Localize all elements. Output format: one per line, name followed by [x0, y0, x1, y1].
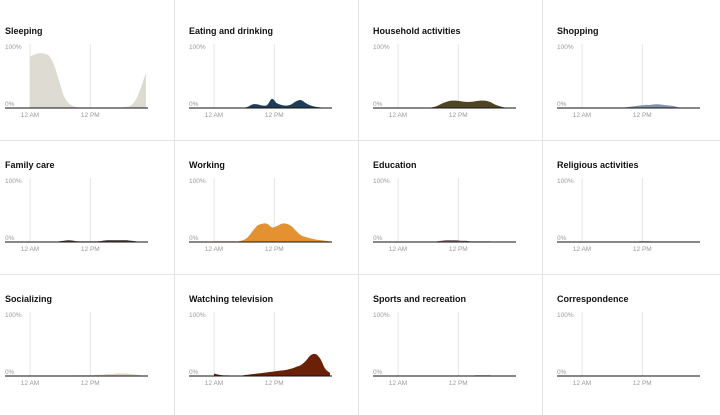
chart-title: Watching television [189, 294, 274, 304]
chart-panel: Education 100% 0% 12 AM 12 PM [368, 160, 536, 278]
chart-title: Household activities [373, 26, 461, 36]
column-divider [174, 0, 175, 415]
area-series [398, 100, 514, 108]
y-tick-label: 0% [5, 369, 15, 376]
area-chart: 100% 0% 12 AM 12 PM [189, 178, 332, 253]
x-tick-label: 12 AM [205, 112, 223, 119]
x-tick-label: 12 PM [265, 112, 284, 119]
row-divider [0, 274, 720, 275]
chart-panel: Household activities 100% 0% 12 AM 12 PM [368, 26, 536, 144]
chart-panel: Eating and drinking 100% 0% 12 AM 12 PM [184, 26, 352, 144]
area-series [30, 373, 146, 376]
chart-panel: Shopping 100% 0% 12 AM 12 PM [552, 26, 720, 144]
y-tick-label: 0% [557, 101, 567, 108]
chart-panel: Religious activities 100% 0% 12 AM 12 PM [552, 160, 720, 278]
column-divider [542, 0, 543, 415]
x-tick-label: 12 PM [633, 112, 652, 119]
y-tick-label: 0% [189, 235, 199, 242]
y-tick-label: 0% [5, 235, 15, 242]
x-tick-label: 12 AM [21, 380, 39, 387]
area-chart: 100% 0% 12 AM 12 PM [557, 44, 700, 119]
x-tick-label: 12 AM [573, 112, 591, 119]
x-tick-label: 12 PM [449, 246, 468, 253]
area-chart: 100% 0% 12 AM 12 PM [373, 44, 516, 119]
area-chart: 100% 0% 12 AM 12 PM [5, 178, 148, 253]
y-tick-label: 100% [5, 178, 22, 185]
area-chart: 100% 0% 12 AM 12 PM [189, 44, 332, 119]
y-tick-label: 100% [189, 44, 206, 51]
area-chart: 100% 0% 12 AM 12 PM [557, 312, 700, 387]
x-tick-label: 12 AM [205, 380, 223, 387]
x-tick-label: 12 AM [389, 246, 407, 253]
x-tick-label: 12 AM [573, 246, 591, 253]
chart-title: Socializing [5, 294, 53, 304]
y-tick-label: 0% [5, 101, 15, 108]
y-tick-label: 0% [557, 235, 567, 242]
y-tick-label: 100% [5, 44, 22, 51]
y-tick-label: 100% [189, 312, 206, 319]
x-tick-label: 12 PM [265, 246, 284, 253]
area-series [214, 98, 330, 108]
chart-title: Correspondence [557, 294, 629, 304]
x-tick-label: 12 PM [265, 380, 284, 387]
y-tick-label: 100% [373, 312, 390, 319]
x-tick-label: 12 PM [81, 380, 100, 387]
area-series [214, 353, 330, 376]
area-chart: 100% 0% 12 AM 12 PM [5, 312, 148, 387]
row-divider [0, 140, 720, 141]
area-chart: 100% 0% 12 AM 12 PM [373, 178, 516, 253]
y-tick-label: 100% [557, 312, 574, 319]
y-tick-label: 0% [373, 369, 383, 376]
x-tick-label: 12 PM [449, 112, 468, 119]
y-tick-label: 0% [189, 369, 199, 376]
x-tick-label: 12 AM [21, 112, 39, 119]
y-tick-label: 100% [557, 178, 574, 185]
chart-title: Religious activities [557, 160, 639, 170]
chart-panel: Working 100% 0% 12 AM 12 PM [184, 160, 352, 278]
x-tick-label: 12 PM [633, 246, 652, 253]
x-tick-label: 12 AM [573, 380, 591, 387]
chart-title: Sports and recreation [373, 294, 467, 304]
chart-panel: Watching television 100% 0% 12 AM 12 PM [184, 294, 352, 412]
area-chart: 100% 0% 12 AM 12 PM [5, 44, 148, 119]
chart-panel: Correspondence 100% 0% 12 AM 12 PM [552, 294, 720, 412]
y-tick-label: 0% [373, 101, 383, 108]
y-tick-label: 100% [373, 178, 390, 185]
y-tick-label: 100% [5, 312, 22, 319]
y-tick-label: 100% [189, 178, 206, 185]
x-tick-label: 12 AM [21, 246, 39, 253]
y-tick-label: 0% [189, 101, 199, 108]
column-divider [358, 0, 359, 415]
chart-panel: Family care 100% 0% 12 AM 12 PM [0, 160, 168, 278]
chart-title: Family care [5, 160, 55, 170]
area-series [30, 53, 146, 108]
x-tick-label: 12 PM [81, 246, 100, 253]
chart-title: Eating and drinking [189, 26, 274, 36]
area-chart: 100% 0% 12 AM 12 PM [373, 312, 516, 387]
y-tick-label: 100% [373, 44, 390, 51]
area-chart: 100% 0% 12 AM 12 PM [557, 178, 700, 253]
area-series [582, 104, 698, 108]
chart-panel: Sports and recreation 100% 0% 12 AM 12 PM [368, 294, 536, 412]
chart-title: Shopping [557, 26, 599, 36]
x-tick-label: 12 PM [449, 380, 468, 387]
x-tick-label: 12 PM [633, 380, 652, 387]
area-chart: 100% 0% 12 AM 12 PM [189, 312, 332, 387]
chart-title: Sleeping [5, 26, 43, 36]
chart-title: Working [189, 160, 225, 170]
x-tick-label: 12 AM [205, 246, 223, 253]
y-tick-label: 100% [557, 44, 574, 51]
y-tick-label: 0% [557, 369, 567, 376]
chart-title: Education [373, 160, 417, 170]
y-tick-label: 0% [373, 235, 383, 242]
x-tick-label: 12 PM [81, 112, 100, 119]
area-series [214, 223, 330, 242]
x-tick-label: 12 AM [389, 112, 407, 119]
chart-panel: Socializing 100% 0% 12 AM 12 PM [0, 294, 168, 412]
x-tick-label: 12 AM [389, 380, 407, 387]
chart-panel: Sleeping 100% 0% 12 AM 12 PM [0, 26, 168, 144]
